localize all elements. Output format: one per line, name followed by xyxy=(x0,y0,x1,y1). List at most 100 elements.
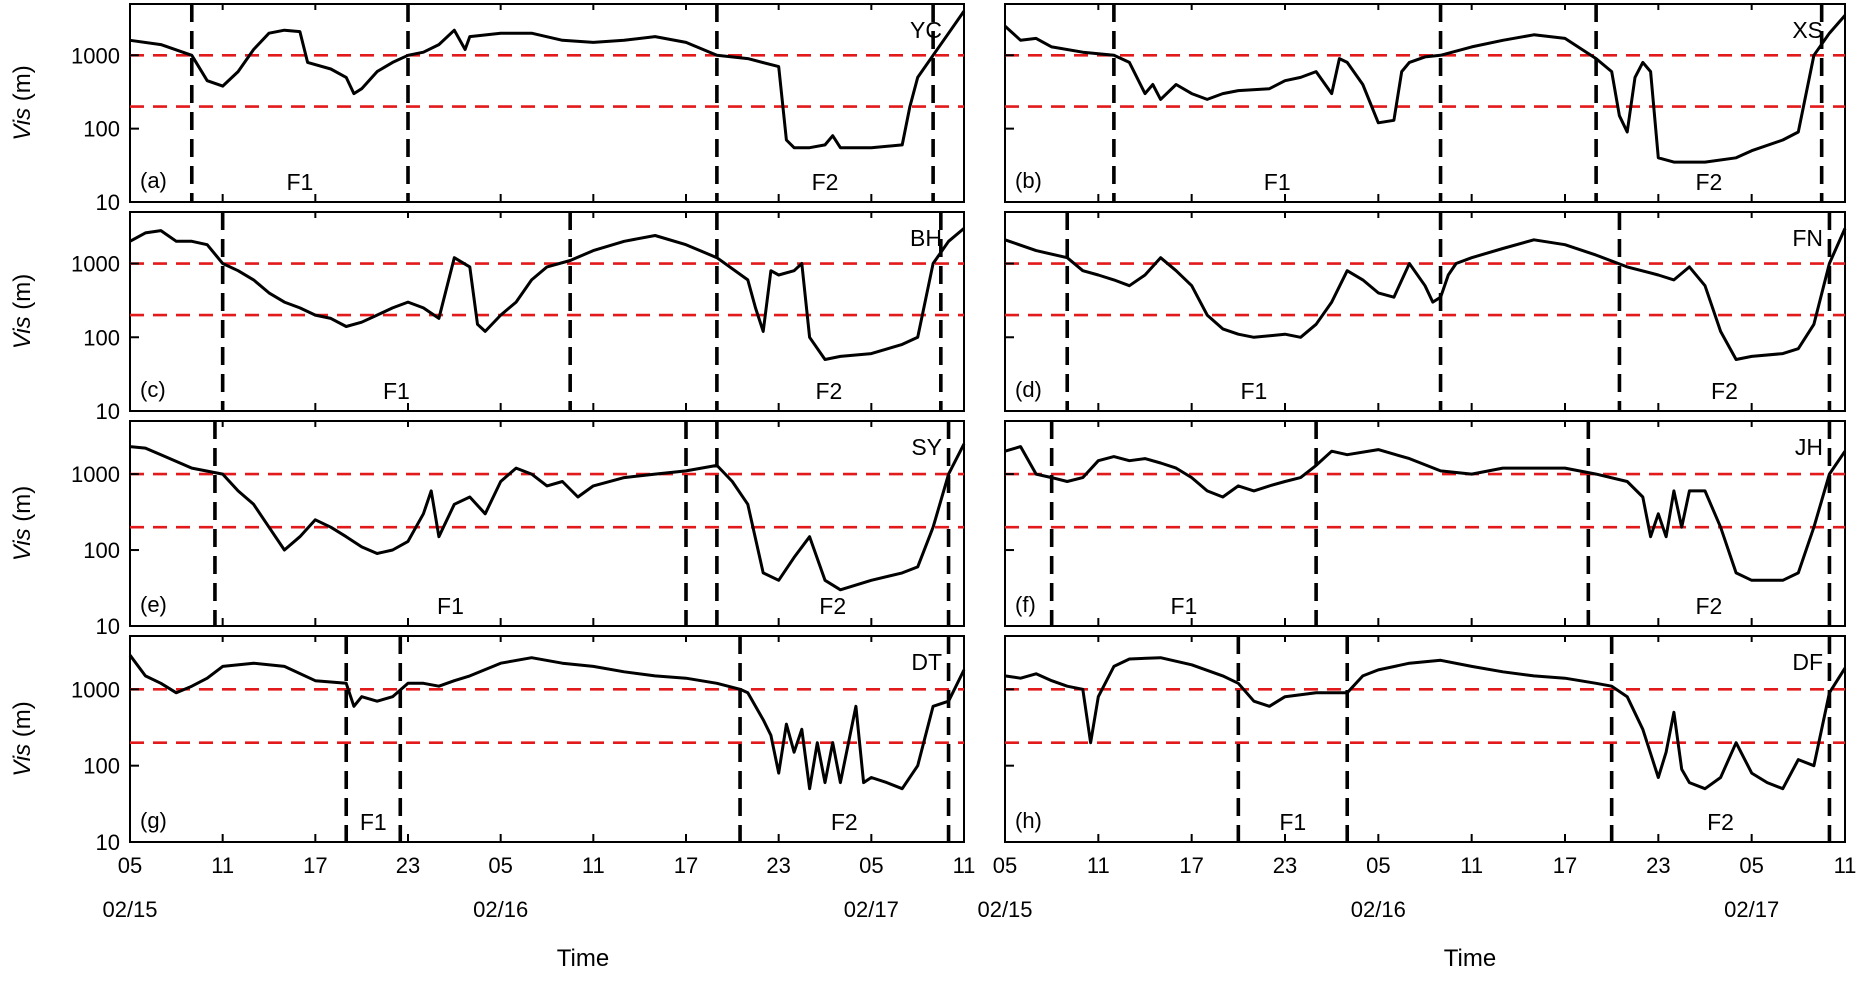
panel-frame xyxy=(129,211,965,412)
visibility-line-dt xyxy=(128,654,966,791)
x-tick-label: 11 xyxy=(1087,853,1110,878)
panel-dt: F1 F2 10 100 1000 (g) DT xyxy=(71,635,966,855)
y-tick-label: 100 xyxy=(83,117,120,142)
station-label: YC xyxy=(910,17,942,43)
x-date-label: 02/15 xyxy=(102,897,157,922)
x-tick-label: 11 xyxy=(1460,853,1483,878)
fog-event-label: F2 xyxy=(1711,378,1738,404)
x-date-label: 02/17 xyxy=(1724,897,1779,922)
fog-event-label: F1 xyxy=(360,809,387,835)
station-label: BH xyxy=(910,225,942,251)
station-label: FN xyxy=(1792,225,1823,251)
y-tick-label: 1000 xyxy=(71,252,120,277)
panel-letter: (b) xyxy=(1015,168,1042,193)
visibility-line-jh xyxy=(1004,445,1847,582)
y-tick-label: 1000 xyxy=(71,677,120,702)
fog-event-label: F1 xyxy=(437,593,464,619)
x-tick-label: 05 xyxy=(1739,853,1763,878)
panel-jh: F1 F2 (f) JH xyxy=(1004,420,1847,627)
x-date-label: 02/16 xyxy=(1351,897,1406,922)
x-tick-label: 05 xyxy=(859,853,883,878)
x-tick-label: 17 xyxy=(1179,853,1203,878)
x-tick-label: 23 xyxy=(1646,853,1670,878)
panel-bh: F1 F2 10 100 1000 (c) BH xyxy=(71,211,965,424)
y-axis-title-var: Vis xyxy=(9,528,36,561)
visibility-line-fn xyxy=(1004,227,1847,361)
x-axis-labels: 05 11 17 23 05 11 17 23 05 11 02/15 02/16 02/17 05 11 1… xyxy=(102,853,1856,922)
x-tick-label: 11 xyxy=(1834,853,1857,878)
fog-event-label: F2 xyxy=(1695,593,1722,619)
panel-df: F1 F2 (h) DF xyxy=(1004,635,1847,843)
x-axis-title-left: Time xyxy=(557,945,609,972)
panel-yc: F1 F2 10 100 1000 (a) YC xyxy=(71,3,966,215)
panel-frame xyxy=(129,3,965,203)
y-tick-label: 1000 xyxy=(71,462,120,487)
station-label: DF xyxy=(1792,649,1823,675)
visibility-line-df xyxy=(1004,656,1847,791)
x-tick-label: 11 xyxy=(582,853,605,878)
x-tick-label: 23 xyxy=(396,853,420,878)
panel-letter: (h) xyxy=(1015,808,1042,833)
y-axis-title: Vis (m) xyxy=(9,65,36,141)
visibility-line-sy xyxy=(129,443,966,592)
station-label: DT xyxy=(911,649,942,675)
y-axis-title-var: Vis xyxy=(9,744,36,777)
y-tick-label: 10 xyxy=(96,830,120,855)
y-axis-title-var: Vis xyxy=(9,316,36,349)
panel-frame xyxy=(1004,211,1846,412)
panel-letter: (g) xyxy=(140,808,167,833)
fog-event-label: F1 xyxy=(286,169,313,195)
x-tick-label: 05 xyxy=(1366,853,1390,878)
station-label: JH xyxy=(1795,434,1823,460)
visibility-line-bh xyxy=(129,227,965,361)
x-tick-label: 11 xyxy=(211,853,234,878)
panel-fn: F1 F2 (d) FN xyxy=(1004,211,1847,412)
fog-event-label: F1 xyxy=(383,378,410,404)
y-axis-title: Vis (m) xyxy=(9,701,36,777)
visibility-line-yc xyxy=(129,10,966,150)
y-axis-title-unit: (m) xyxy=(9,486,36,529)
station-label: SY xyxy=(911,434,942,460)
fog-event-label: F1 xyxy=(1170,593,1197,619)
x-date-label: 02/16 xyxy=(473,897,528,922)
y-axis-title-var: Vis xyxy=(9,108,36,141)
panel-frame xyxy=(129,420,965,627)
y-axis-title-unit: (m) xyxy=(9,274,36,317)
station-label: XS xyxy=(1792,17,1823,43)
x-date-label: 02/15 xyxy=(977,897,1032,922)
fog-event-label: F2 xyxy=(1695,169,1722,195)
x-tick-label: 17 xyxy=(1553,853,1577,878)
panel-frame xyxy=(129,635,965,843)
y-axis-title-unit: (m) xyxy=(9,701,36,744)
fog-event-label: F1 xyxy=(1279,809,1306,835)
fog-event-label: F1 xyxy=(1240,378,1267,404)
x-tick-label: 23 xyxy=(766,853,790,878)
y-tick-label: 10 xyxy=(96,399,120,424)
panel-letter: (a) xyxy=(140,168,167,193)
y-tick-label: 100 xyxy=(83,538,120,563)
panel-letter: (e) xyxy=(140,592,167,617)
panel-sy: F1 F2 10 100 1000 (e) SY xyxy=(71,420,966,639)
fog-event-label: F2 xyxy=(815,378,842,404)
x-date-label: 02/17 xyxy=(844,897,899,922)
x-tick-label: 05 xyxy=(993,853,1017,878)
y-tick-label: 10 xyxy=(96,190,120,215)
fog-event-label: F2 xyxy=(819,593,846,619)
x-axis-title-right: Time xyxy=(1444,945,1496,972)
x-tick-label: 05 xyxy=(118,853,142,878)
panel-letter: (c) xyxy=(140,377,166,402)
y-axis-title-unit: (m) xyxy=(9,65,36,108)
panel-letter: (d) xyxy=(1015,377,1042,402)
panels-group: F1 F2 10 100 1000 (a) YC F1 F2 (b) XS F1 F2 10 100 1000… xyxy=(71,3,1847,855)
fog-event-label: F2 xyxy=(812,169,839,195)
y-tick-label: 1000 xyxy=(71,43,120,68)
x-tick-label: 23 xyxy=(1273,853,1297,878)
panel-frame xyxy=(1004,635,1846,843)
y-axis-title: Vis (m) xyxy=(9,486,36,562)
x-tick-label: 17 xyxy=(674,853,698,878)
y-tick-label: 100 xyxy=(83,325,120,350)
y-axis-titles: Vis (m)Vis (m)Vis (m)Vis (m) xyxy=(9,65,36,777)
y-tick-label: 10 xyxy=(96,614,120,639)
panel-frame xyxy=(1004,3,1846,203)
